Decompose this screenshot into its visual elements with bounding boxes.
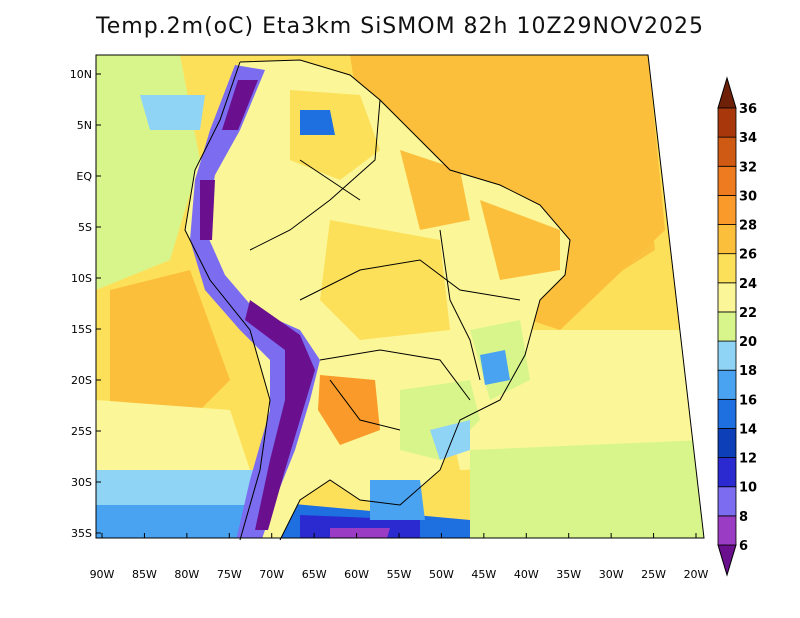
lon-tick-label: 70W (259, 568, 284, 581)
colorbar-label: 26 (739, 248, 757, 263)
colorbar-label: 24 (739, 277, 757, 292)
lon-tick-label: 25W (641, 568, 666, 581)
colorbar-label: 36 (739, 102, 757, 117)
colorbar-max-arrow (717, 76, 737, 109)
map-frame (95, 54, 705, 539)
longitude-axis: 90W 85W 80W 75W 70W 65W 60W 55W 50W 45W 40W 35W 30W 2… (90, 533, 709, 581)
colorbar-label: 18 (739, 364, 757, 379)
colorbar-segment (717, 165, 737, 196)
lon-tick-label: 50W (429, 568, 454, 581)
lon-tick-label: 90W (90, 568, 115, 581)
colorbar-segment (717, 194, 737, 225)
lon-tick-label: 60W (344, 568, 369, 581)
lat-tick-label: 5S (78, 221, 92, 234)
colorbar-label: 22 (739, 306, 757, 321)
lon-tick-label: 65W (302, 568, 327, 581)
lat-tick-label: 15S (71, 323, 92, 336)
colorbar-label: 16 (739, 393, 757, 408)
lon-tick-label: 55W (387, 568, 412, 581)
lon-tick-label: 85W (132, 568, 157, 581)
colorbar-segment (717, 515, 737, 546)
coastline-borders (184, 59, 571, 541)
colorbar-label: 8 (739, 510, 748, 525)
lon-tick-label: 30W (599, 568, 624, 581)
colorbar-segment (717, 253, 737, 284)
colorbar-label: 12 (739, 452, 757, 467)
colorbar-label: 20 (739, 335, 757, 350)
colorbar-segment (717, 486, 737, 517)
colorbar-label: 28 (739, 219, 757, 234)
colorbar-segment (717, 398, 737, 429)
colorbar-segment (717, 224, 737, 255)
lat-tick-label: 5N (77, 119, 92, 132)
lat-tick-label: 30S (71, 476, 92, 489)
colorbar-label: 32 (739, 160, 757, 175)
latitude-axis: 10N 5N EQ 5S 10S 15S 20S 25S 30S 35S (70, 68, 101, 540)
lon-tick-label: 45W (471, 568, 496, 581)
colorbar-segment (717, 282, 737, 313)
lon-tick-label: 80W (174, 568, 199, 581)
colorbar-label: 10 (739, 481, 757, 496)
colorbar-segment (717, 457, 737, 488)
colorbar-segment (717, 340, 737, 371)
colorbar-label: 34 (739, 131, 757, 146)
lon-tick-label: 40W (514, 568, 539, 581)
lat-tick-label: EQ (76, 170, 92, 183)
lat-tick-label: 35S (71, 527, 92, 540)
lat-tick-label: 10S (71, 272, 92, 285)
lon-tick-label: 35W (556, 568, 581, 581)
lat-tick-label: 10N (70, 68, 92, 81)
map-title: Temp.2m(oC) Eta3km SiSMOM 82h 10Z29NOV20… (96, 14, 704, 39)
lon-tick-label: 75W (217, 568, 242, 581)
colorbar-segment (717, 369, 737, 400)
lon-tick-label: 20W (684, 568, 709, 581)
colorbar-segment (717, 107, 737, 138)
lat-tick-label: 20S (71, 374, 92, 387)
colorbar-segment (717, 136, 737, 167)
colorbar: 6 8 10 12 14 16 18 20 22 24 26 28 30 32 34 36 (717, 76, 757, 577)
colorbar-segment (717, 311, 737, 342)
colorbar-label: 30 (739, 189, 757, 204)
colorbar-min-arrow (717, 544, 737, 577)
colorbar-label: 6 (739, 539, 748, 554)
lat-tick-label: 25S (71, 425, 92, 438)
colorbar-segment (717, 428, 737, 459)
colorbar-label: 14 (739, 422, 757, 437)
temperature-field (96, 55, 704, 538)
